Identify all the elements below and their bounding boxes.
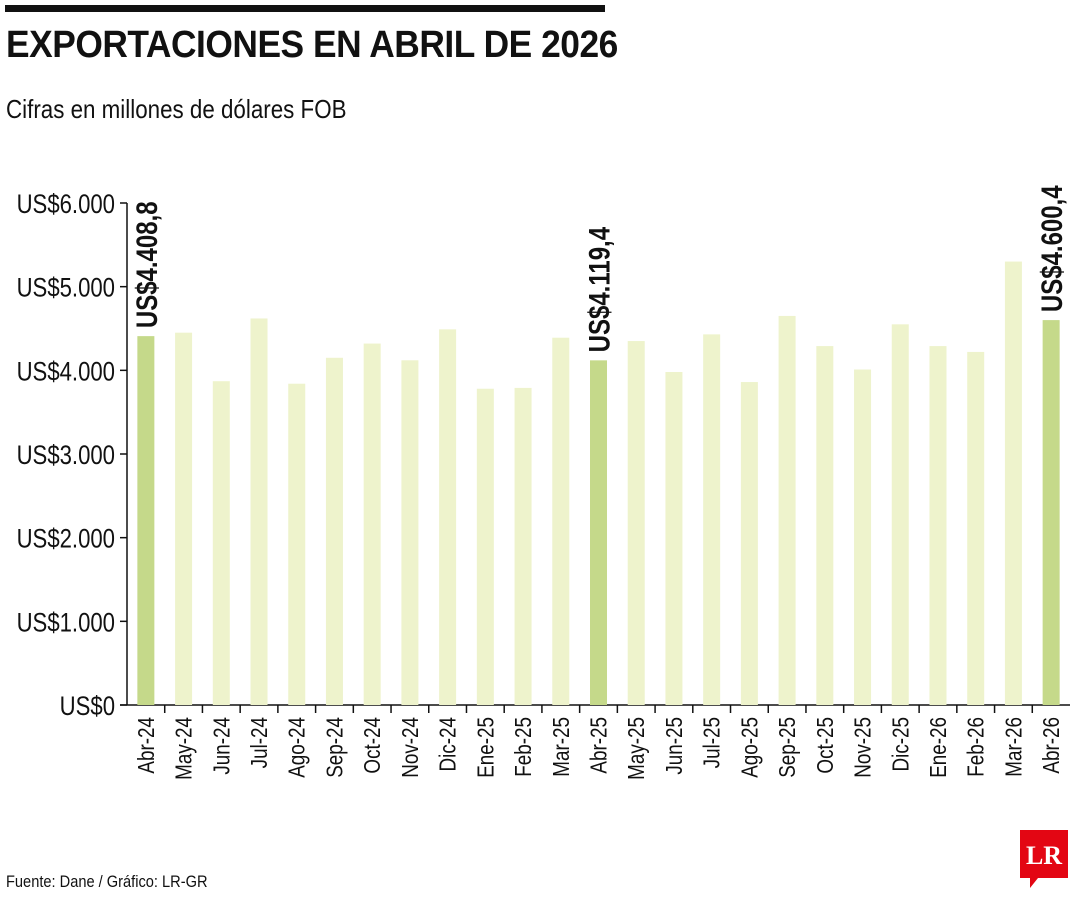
- data-label: US$4.600,4: [1035, 185, 1069, 312]
- x-tick-label: Ago-24: [285, 717, 310, 778]
- x-tick-label: Abr-26: [1039, 717, 1064, 774]
- data-label: US$4.408,8: [129, 201, 163, 328]
- x-tick-label: Ago-25: [738, 717, 763, 778]
- bar: [514, 387, 532, 705]
- bar: [740, 382, 758, 705]
- bar: [929, 346, 947, 705]
- x-tick-label: Dic-25: [889, 717, 914, 771]
- bar: [590, 360, 607, 705]
- lr-logo: LR: [1020, 830, 1068, 888]
- bar: [778, 315, 796, 705]
- bar: [1042, 320, 1060, 705]
- bar: [891, 324, 909, 705]
- x-tick-label: Abr-25: [587, 717, 612, 774]
- x-tick-label: Feb-25: [511, 717, 536, 777]
- bar: [703, 334, 721, 705]
- y-tick-label: US$1.000: [17, 608, 115, 638]
- source-note: Fuente: Dane / Gráfico: LR-GR: [6, 872, 208, 891]
- top-rule: [5, 5, 605, 12]
- y-tick-label: US$6.000: [17, 190, 115, 220]
- x-tick-label: Jun-24: [210, 717, 235, 775]
- lr-logo-shape: [1020, 830, 1068, 888]
- bar: [627, 341, 645, 705]
- data-label: US$4.119,4: [582, 227, 616, 352]
- chart-subtitle: Cifras en millones de dólares FOB: [6, 94, 347, 124]
- chart-title: EXPORTACIONES EN ABRIL DE 2026: [6, 24, 618, 66]
- bar-chart: US$0 US$1.000 US$2.000 US$3.000 US$4.000 US$5…: [17, 185, 1070, 780]
- bar: [552, 337, 570, 705]
- x-tick-label: Feb-26: [964, 717, 989, 777]
- y-tick-label: US$2.000: [17, 525, 115, 555]
- bar: [816, 346, 834, 705]
- bar: [363, 343, 381, 705]
- bar: [439, 329, 457, 705]
- x-tick-label: May-24: [172, 717, 197, 780]
- y-tick-label: US$4.000: [17, 357, 115, 387]
- x-tick-label: Mar-26: [1002, 717, 1027, 777]
- bar: [137, 336, 155, 705]
- x-tick-label: Oct-25: [813, 717, 838, 774]
- bar: [175, 332, 193, 705]
- bar: [212, 381, 230, 705]
- bar: [476, 388, 494, 705]
- x-tick-label: May-25: [625, 717, 650, 780]
- bar: [665, 372, 683, 705]
- x-tick-label: Ene-26: [926, 717, 951, 778]
- y-tick-label: US$3.000: [17, 441, 115, 471]
- x-tick-label: Ene-25: [474, 717, 499, 778]
- y-tick-label: US$0: [60, 692, 115, 722]
- x-tick-label: Jun-25: [662, 717, 687, 775]
- bar: [325, 357, 343, 705]
- x-tick-label: Oct-24: [360, 717, 385, 774]
- x-tick-label: Nov-24: [398, 717, 423, 778]
- x-tick-label: Jul-24: [247, 717, 272, 769]
- bar: [288, 383, 306, 705]
- bar: [401, 360, 419, 705]
- x-tick-label: Nov-25: [851, 717, 876, 778]
- x-tick-label: Mar-25: [549, 717, 574, 777]
- y-tick-label: US$5.000: [17, 274, 115, 304]
- bar: [854, 369, 872, 705]
- x-tick-label: Jul-25: [700, 717, 725, 768]
- x-tick-label: Abr-24: [134, 717, 159, 774]
- bar: [1004, 261, 1022, 705]
- lr-logo-text: LR: [1026, 841, 1062, 870]
- bar: [967, 351, 985, 705]
- x-tick-label: Dic-24: [436, 717, 461, 772]
- x-tick-label: Sep-24: [323, 717, 348, 778]
- bar: [250, 318, 268, 705]
- x-tick-label: Sep-25: [775, 717, 800, 778]
